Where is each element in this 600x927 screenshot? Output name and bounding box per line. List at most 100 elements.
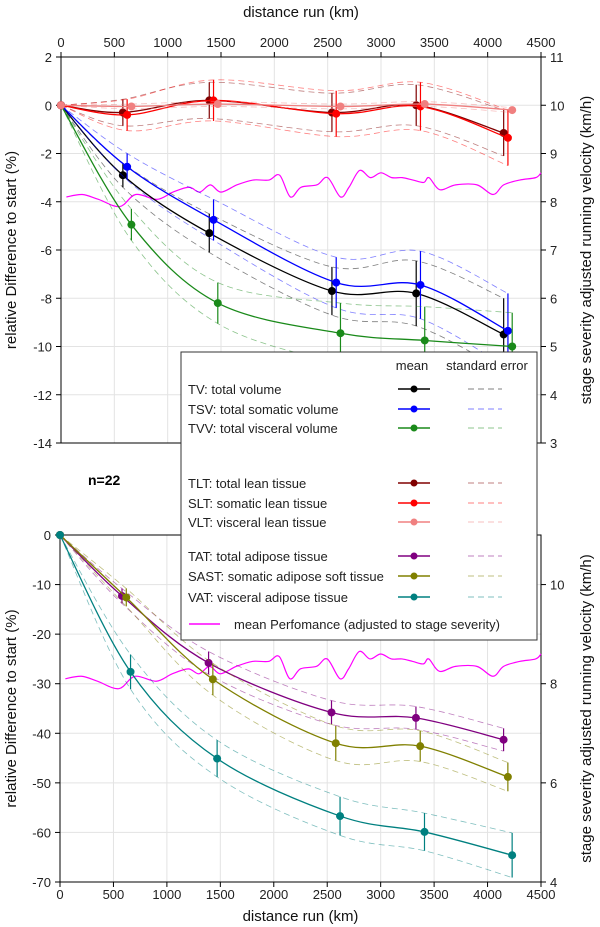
legend-mean-marker — [410, 405, 418, 413]
data-point — [118, 171, 127, 180]
data-point — [127, 102, 136, 111]
y-tick-label: -2 — [40, 147, 52, 162]
y2-axis-title: stage severity adjusted running velocity… — [578, 96, 595, 404]
legend-box — [180, 351, 538, 641]
legend-label: VAT: visceral adipose tissue — [188, 590, 348, 605]
data-point — [508, 342, 517, 351]
y2-tick-label: 3 — [550, 436, 557, 451]
y-tick-label: -6 — [40, 243, 52, 258]
data-point — [420, 827, 429, 836]
y-tick-label: -70 — [32, 875, 51, 890]
y-tick-label: -8 — [40, 291, 52, 306]
y2-tick-label: 11 — [550, 50, 564, 65]
y2-tick-label: 8 — [550, 195, 557, 210]
data-point — [336, 329, 345, 338]
se-band-line — [60, 79, 509, 111]
data-point — [57, 101, 65, 110]
y2-tick-label: 10 — [550, 578, 564, 593]
y-tick-label: 0 — [44, 528, 51, 543]
se-band-line — [59, 534, 509, 763]
x-tick-label: 4000 — [473, 887, 502, 902]
y2-axis-title: stage severity adjusted running velocity… — [578, 554, 595, 862]
x-tick-label: 3000 — [366, 887, 395, 902]
series-slt — [57, 79, 512, 166]
legend-label: TVV: total visceral volume — [188, 421, 338, 436]
y-tick-label: -14 — [33, 436, 52, 451]
legend-item-vat: VAT: visceral adipose tissue — [188, 590, 502, 605]
data-point — [209, 215, 218, 224]
series-tlt — [57, 81, 508, 157]
x-tick-label: 3500 — [420, 887, 449, 902]
data-point — [327, 287, 336, 296]
x-tick-label: 2500 — [313, 887, 342, 902]
panel-top: 0 500 1000 1500 2000 2500 3000 3500 4000 450020-2… — [3, 4, 595, 451]
mean-line — [60, 104, 509, 332]
y-tick-label: 2 — [45, 50, 52, 65]
series-sast — [56, 531, 512, 792]
legend-mean-marker — [410, 518, 418, 526]
legend-item-tv: TV: total volume — [188, 382, 502, 397]
legend-label: SAST: somatic adipose soft tissue — [188, 569, 384, 584]
data-point — [420, 336, 429, 345]
x-tick-label: 1000 — [152, 887, 181, 902]
data-point — [412, 289, 421, 298]
y-tick-label: -4 — [40, 195, 52, 210]
legend-mean-marker — [410, 572, 418, 580]
data-point — [416, 280, 425, 289]
y2-tick-label: 7 — [550, 243, 557, 258]
data-point — [123, 162, 132, 171]
y2-tick-label: 5 — [550, 340, 557, 355]
x-tick-label: 2500 — [313, 35, 342, 50]
series-tat — [56, 531, 508, 752]
n-label: n=22 — [88, 472, 121, 488]
y-axis-title: relative Difference to start (%) — [3, 609, 20, 807]
x-tick-label: 0 — [57, 35, 64, 50]
se-band-line — [60, 105, 513, 381]
series-tvv — [57, 101, 517, 381]
data-point — [127, 220, 136, 229]
y-tick-label: -60 — [32, 825, 51, 840]
x-tick-label: 3500 — [420, 35, 449, 50]
performance-line — [65, 650, 542, 690]
data-point — [332, 278, 341, 287]
performance-line — [66, 169, 542, 208]
series-vlt — [57, 100, 517, 115]
data-point — [331, 739, 340, 748]
x-tick-label: 500 — [103, 35, 125, 50]
data-point — [499, 735, 508, 744]
y2-tick-label: 8 — [550, 677, 557, 692]
y-tick-label: -30 — [32, 677, 51, 692]
legend-mean-marker — [410, 499, 418, 507]
legend-mean-marker — [410, 593, 418, 601]
legend-label: TV: total volume — [188, 382, 281, 397]
data-point — [123, 110, 132, 119]
legend-label: VLT: visceral lean tissue — [188, 515, 327, 530]
data-point — [336, 812, 345, 821]
legend-header-se: standard error — [446, 358, 528, 373]
se-band-line — [59, 534, 504, 729]
data-point — [420, 100, 429, 109]
data-point — [208, 675, 217, 684]
mean-line — [59, 534, 504, 741]
legend-label: TAT: total adipose tissue — [188, 549, 328, 564]
x-tick-label: 4500 — [527, 887, 556, 902]
legend-label: TLT: total lean tissue — [188, 476, 306, 491]
y-tick-label: -20 — [32, 627, 51, 642]
data-point — [332, 109, 341, 118]
y-tick-label: -10 — [32, 578, 51, 593]
x-axis-title: distance run (km) — [243, 908, 359, 925]
x-tick-label: 3000 — [367, 35, 396, 50]
legend-label: TSV: total somatic volume — [188, 402, 339, 417]
data-point — [56, 531, 64, 539]
x-tick-label: 1500 — [206, 887, 235, 902]
se-band-line — [59, 534, 513, 878]
series-vat — [56, 531, 517, 878]
x-tick-label: 500 — [103, 887, 125, 902]
data-point — [327, 708, 336, 717]
mean-line — [59, 534, 509, 778]
y-tick-label: -10 — [33, 340, 52, 355]
x-tick-label: 2000 — [259, 887, 288, 902]
data-point — [416, 742, 425, 751]
x-tick-label: 2000 — [260, 35, 289, 50]
y2-tick-label: 9 — [550, 147, 557, 162]
